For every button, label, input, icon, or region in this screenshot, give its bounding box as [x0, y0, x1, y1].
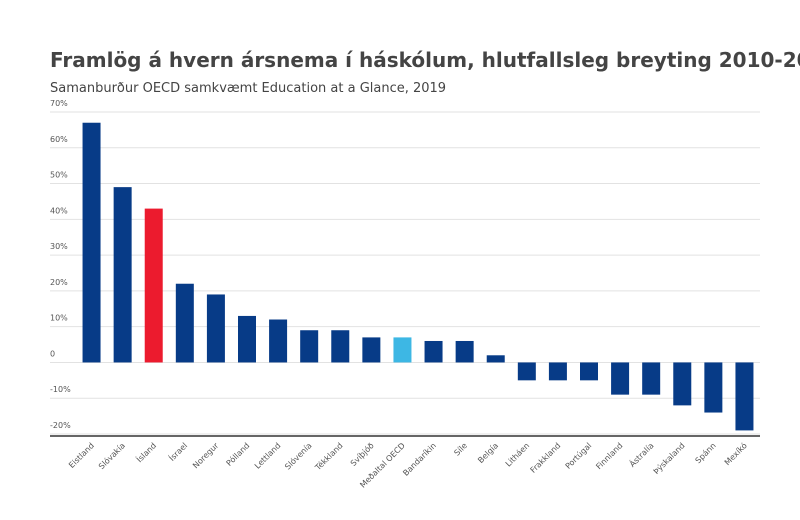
x-tick-label: Ástralía: [626, 440, 655, 469]
x-tick-label: Slóvenía: [282, 440, 313, 471]
y-tick-label: 40%: [50, 206, 68, 215]
y-tick-label: -20%: [50, 421, 71, 430]
x-tick-label: Þýskaland: [652, 441, 687, 476]
x-tick-label: Mexíkó: [722, 440, 749, 467]
bar: [424, 340, 443, 363]
x-tick-label: Finnland: [594, 441, 624, 471]
bar: [735, 362, 754, 431]
chart-subtitle: Samanburður OECD samkvæmt Education at a…: [50, 81, 446, 96]
bar: [611, 362, 630, 395]
x-tick-label: Bandaríkin: [401, 441, 438, 478]
y-tick-label: 10%: [50, 314, 68, 323]
bar: [642, 362, 661, 395]
x-tick-label: Tékkland: [312, 440, 345, 473]
bar: [269, 319, 288, 363]
bar: [455, 340, 474, 363]
bar: [238, 315, 256, 363]
bar: [704, 362, 723, 413]
x-tick-label: Noregur: [191, 441, 221, 471]
bar: [113, 187, 132, 363]
bar: [393, 337, 412, 363]
bar: [580, 362, 598, 381]
y-tick-label: 0: [50, 349, 55, 358]
y-tick-label: 50%: [50, 171, 68, 180]
x-tick-label: Lettland: [253, 441, 283, 471]
bar: [300, 330, 319, 363]
bar: [486, 355, 505, 363]
bar: [175, 283, 194, 363]
x-tick-label: Portúgal: [564, 441, 594, 471]
x-tick-label: Spánn: [694, 441, 718, 465]
x-tick-label: Ísrael: [166, 440, 189, 463]
x-tick-label: Pólland: [224, 440, 252, 468]
x-tick-label: Litháen: [504, 441, 531, 468]
x-tick-label: Eistland: [67, 441, 96, 470]
chart-title: Framlög á hvern ársnema í háskólum, hlut…: [50, 48, 800, 72]
y-tick-label: 30%: [50, 242, 68, 251]
bar: [362, 337, 381, 363]
y-tick-label: 20%: [50, 278, 68, 287]
bar: [206, 294, 225, 363]
y-tick-label: 60%: [50, 135, 68, 144]
y-tick-label: 70%: [50, 99, 68, 108]
y-tick-label: -10%: [50, 385, 71, 394]
bar: [517, 362, 536, 381]
x-tick-label: Slóvakía: [96, 440, 127, 471]
x-tick-label: Ísland: [134, 440, 159, 465]
x-tick-label: Belgía: [476, 441, 500, 465]
bar: [331, 330, 350, 363]
x-tick-label: Svíþjóð: [348, 440, 376, 468]
x-tick-label: Síle: [452, 441, 469, 458]
bar: [673, 362, 692, 406]
bar: [82, 122, 101, 363]
bar: [548, 362, 567, 381]
x-tick-label: Frakkland: [529, 441, 563, 475]
bar: [144, 208, 163, 363]
